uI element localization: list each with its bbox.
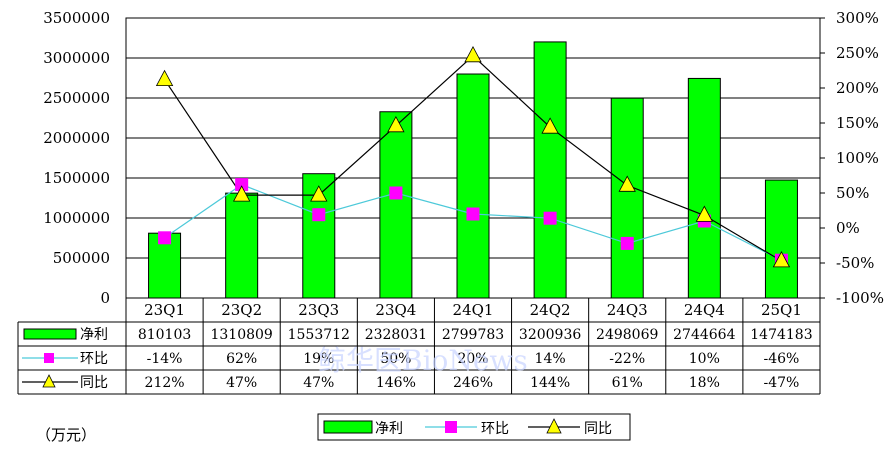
y-left-tick-label: 3500000 [43,9,110,27]
category-label: 24Q2 [530,301,571,319]
point-tb [155,69,174,86]
table-cell: 144% [530,375,570,391]
table-cell: 1474183 [750,327,812,343]
table-cell: 47% [303,375,334,391]
y-right-tick-label: 0% [836,219,860,237]
category-label: 23Q2 [221,301,262,319]
category-label: 25Q1 [761,301,802,319]
table-cell: 2744664 [673,327,735,343]
table-cell: 1310809 [210,327,272,343]
bar [456,73,490,299]
table-cell: -22% [609,351,645,367]
category-label: 23Q1 [144,301,185,319]
table-key-hb-marker [44,353,54,363]
y-right-tick-label: 300% [836,9,879,27]
point-tb [464,45,482,63]
y-right-tick-label: 100% [836,149,879,167]
y-left-tick-label: 500000 [53,249,110,267]
legend-key-tb-marker [546,418,562,434]
table-cell: 2498069 [596,327,658,343]
bar [687,77,721,299]
point-tb [233,185,251,202]
table-cell: 146% [376,375,416,391]
table-cell: 50% [380,351,411,367]
category-label: 23Q4 [375,301,416,319]
table-cell: 61% [612,375,643,391]
y-right-tick-label: 50% [836,184,869,202]
table-row-label: 净利 [80,327,108,343]
point-hb [312,208,326,222]
bar [533,41,567,299]
table-cell: 10% [689,351,720,367]
point-tb [541,117,559,134]
table-cell: 3200936 [519,327,581,343]
legend-key-bar [323,420,373,434]
y-right-tick-label: 150% [836,114,879,132]
legend: 净利 环比 同比 [317,413,631,441]
category-label: 24Q4 [684,301,725,319]
category-label: 23Q3 [298,301,339,319]
category-label: 24Q1 [453,301,494,319]
y-right-tick-label: -100% [836,289,884,307]
table-row-label: 同比 [80,375,108,391]
y-left-tick-label: 3000000 [43,49,110,67]
legend-key-hb-marker [445,421,457,433]
table-cell: 18% [689,375,720,391]
table-cell: -14% [147,351,183,367]
table-cell: 2328031 [365,327,427,343]
table-cell: 212% [145,375,185,391]
table-cell: 246% [453,375,493,391]
bar [379,111,413,299]
table-row-label: 环比 [80,351,108,367]
category-label: 24Q3 [607,301,648,319]
table-cell: 14% [535,351,566,367]
point-tb [772,251,791,268]
bar [764,179,798,299]
y-right-tick-label: 200% [836,79,879,97]
point-hb [543,211,557,225]
point-hb [466,207,480,221]
table-key-bar [23,328,77,340]
point-hb [158,231,172,245]
table-cell: 810103 [138,327,191,343]
table-cell: -47% [764,375,800,391]
table-cell: 20% [457,351,488,367]
point-tb [310,185,328,202]
legend-label-hb: 环比 [481,421,509,437]
y-left-tick-label: 0 [100,289,110,307]
watermark: 鲸华医BioNews [318,344,528,377]
point-tb [618,175,636,192]
y-left-tick-label: 2500000 [43,89,110,107]
table-cell: 62% [226,351,257,367]
y-right-tick-label: 250% [836,44,879,62]
point-tb [695,205,713,222]
y-left-tick-label: 1500000 [43,169,110,187]
point-hb [620,236,634,250]
y-left-tick-label: 1000000 [43,209,110,227]
table-key-tb-marker [42,374,56,388]
y-right-tick-label: -50% [836,254,874,272]
point-hb [389,186,403,200]
legend-label-bar: 净利 [375,421,403,437]
bar [225,192,259,299]
legend-label-tb: 同比 [584,421,612,437]
unit-label: （万元） [36,426,97,444]
table-cell: 47% [226,375,257,391]
bar [610,97,644,299]
y-left-tick-label: 2000000 [43,129,110,147]
table-cell: 2799783 [442,327,504,343]
table-cell: -46% [764,351,800,367]
table-cell: 19% [303,351,334,367]
table-cell: 1553712 [288,327,350,343]
point-tb [387,115,405,133]
